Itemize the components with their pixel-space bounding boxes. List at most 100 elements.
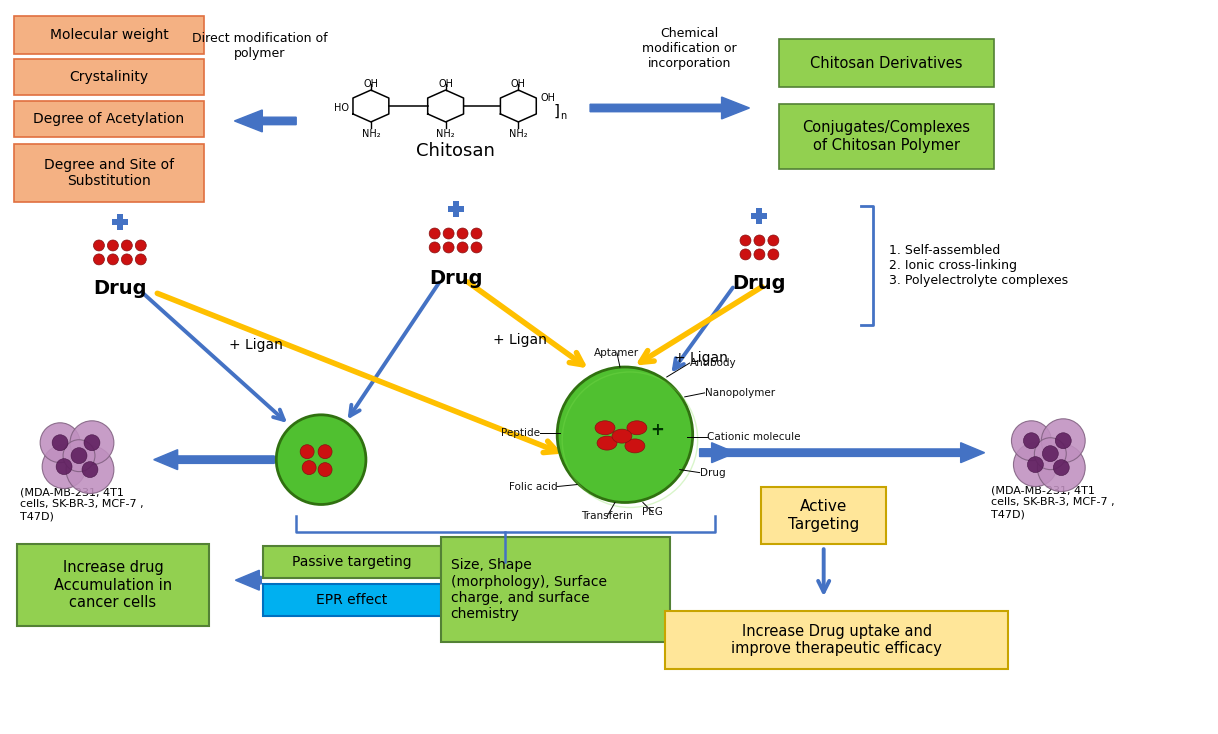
Bar <box>761 487 885 545</box>
FancyArrow shape <box>153 450 274 470</box>
Bar <box>15 101 203 137</box>
Text: Molecular weight: Molecular weight <box>50 29 168 43</box>
Circle shape <box>71 421 113 465</box>
Circle shape <box>429 228 440 239</box>
Text: Drug: Drug <box>733 274 786 293</box>
Text: +: + <box>650 421 664 439</box>
Circle shape <box>1028 457 1044 473</box>
Circle shape <box>741 249 752 260</box>
Bar <box>112 219 128 225</box>
Text: + Ligan: + Ligan <box>229 338 284 352</box>
Text: NH₂: NH₂ <box>362 129 380 139</box>
Text: Increase Drug uptake and
improve therapeutic efficacy: Increase Drug uptake and improve therape… <box>731 624 942 656</box>
Text: OH: OH <box>541 93 555 103</box>
Circle shape <box>52 435 68 451</box>
Circle shape <box>754 235 765 246</box>
Bar <box>780 39 994 87</box>
Circle shape <box>1054 459 1069 476</box>
Bar <box>780 104 994 169</box>
Circle shape <box>429 242 440 253</box>
Bar <box>665 611 1009 669</box>
Bar <box>263 546 441 578</box>
Text: 1. Self-assembled
2. Ionic cross-linking
3. Polyelectrolyte complexes: 1. Self-assembled 2. Ionic cross-linking… <box>889 244 1068 287</box>
Bar <box>756 208 762 224</box>
Text: Degree of Acetylation: Degree of Acetylation <box>33 112 184 126</box>
Circle shape <box>767 249 778 260</box>
Text: Chitosan: Chitosan <box>417 142 495 160</box>
Circle shape <box>443 228 454 239</box>
Circle shape <box>40 423 80 462</box>
Bar <box>15 16 203 54</box>
Circle shape <box>56 459 72 475</box>
Text: (MDA-MB-231, 4T1
cells, SK-BR-3, MCF-7 ,
T47D): (MDA-MB-231, 4T1 cells, SK-BR-3, MCF-7 ,… <box>991 486 1116 519</box>
Circle shape <box>84 435 100 451</box>
Circle shape <box>1043 446 1058 462</box>
Circle shape <box>71 448 86 464</box>
Circle shape <box>122 240 133 251</box>
Circle shape <box>1023 433 1039 448</box>
FancyArrow shape <box>590 97 749 119</box>
Text: Peptide: Peptide <box>502 428 541 437</box>
Bar <box>453 200 459 217</box>
Text: Cationic molecule: Cationic molecule <box>706 432 800 442</box>
Circle shape <box>300 445 314 459</box>
Text: Drug: Drug <box>699 468 725 478</box>
FancyArrow shape <box>234 110 296 132</box>
Ellipse shape <box>597 436 618 450</box>
FancyArrow shape <box>235 570 262 590</box>
Text: Chemical
modification or
incorporation: Chemical modification or incorporation <box>642 26 737 70</box>
Circle shape <box>754 249 765 260</box>
Text: Size, Shape
(morphology), Surface
charge, and surface
chemistry: Size, Shape (morphology), Surface charge… <box>451 559 607 621</box>
Text: EPR effect: EPR effect <box>317 593 387 607</box>
Circle shape <box>457 242 468 253</box>
Circle shape <box>318 462 333 476</box>
Text: Direct modification of
polymer: Direct modification of polymer <box>191 32 328 60</box>
Circle shape <box>471 228 482 239</box>
Text: Crystalinity: Crystalinity <box>69 70 149 84</box>
Bar <box>447 206 464 211</box>
Circle shape <box>135 240 146 251</box>
Circle shape <box>94 254 105 265</box>
Text: + Ligan: + Ligan <box>493 333 547 347</box>
Text: Chitosan Derivatives: Chitosan Derivatives <box>810 56 962 70</box>
Circle shape <box>741 235 752 246</box>
Circle shape <box>1013 443 1057 487</box>
Circle shape <box>1011 421 1051 461</box>
Ellipse shape <box>625 439 644 453</box>
Text: Drug: Drug <box>429 269 482 288</box>
Circle shape <box>122 254 133 265</box>
Circle shape <box>557 367 693 503</box>
Circle shape <box>82 462 97 478</box>
Text: Aptamer: Aptamer <box>594 348 639 358</box>
Ellipse shape <box>596 421 615 435</box>
Circle shape <box>443 242 454 253</box>
Bar <box>117 214 123 230</box>
Bar <box>752 213 767 219</box>
Circle shape <box>107 254 118 265</box>
Bar <box>17 545 208 626</box>
Text: NH₂: NH₂ <box>436 129 456 139</box>
Text: Nanopolymer: Nanopolymer <box>705 388 775 398</box>
Text: Passive targeting: Passive targeting <box>292 555 412 570</box>
Ellipse shape <box>611 429 632 443</box>
Circle shape <box>318 445 333 459</box>
Bar <box>441 537 670 642</box>
Circle shape <box>767 235 778 246</box>
Text: Folic acid: Folic acid <box>509 482 557 492</box>
Bar <box>263 584 441 616</box>
Text: Increase drug
Accumulation in
cancer cells: Increase drug Accumulation in cancer cel… <box>54 560 172 610</box>
Bar <box>15 59 203 95</box>
Text: + Ligan: + Ligan <box>674 351 727 365</box>
Text: Drug: Drug <box>93 279 146 298</box>
FancyArrow shape <box>699 443 984 462</box>
Text: ]: ] <box>553 103 559 118</box>
Text: PEG: PEG <box>642 507 664 517</box>
Text: (MDA-MB-231, 4T1
cells, SK-BR-3, MCF-7 ,
T47D): (MDA-MB-231, 4T1 cells, SK-BR-3, MCF-7 ,… <box>21 488 144 521</box>
Text: NH₂: NH₂ <box>509 129 527 139</box>
Text: Conjugates/Complexes
of Chitosan Polymer: Conjugates/Complexes of Chitosan Polymer <box>803 120 971 153</box>
Text: Degree and Site of
Substitution: Degree and Site of Substitution <box>44 158 174 188</box>
Text: Transferin: Transferin <box>581 512 633 521</box>
Bar <box>15 144 203 202</box>
Text: HO: HO <box>334 103 348 113</box>
Circle shape <box>302 461 317 475</box>
